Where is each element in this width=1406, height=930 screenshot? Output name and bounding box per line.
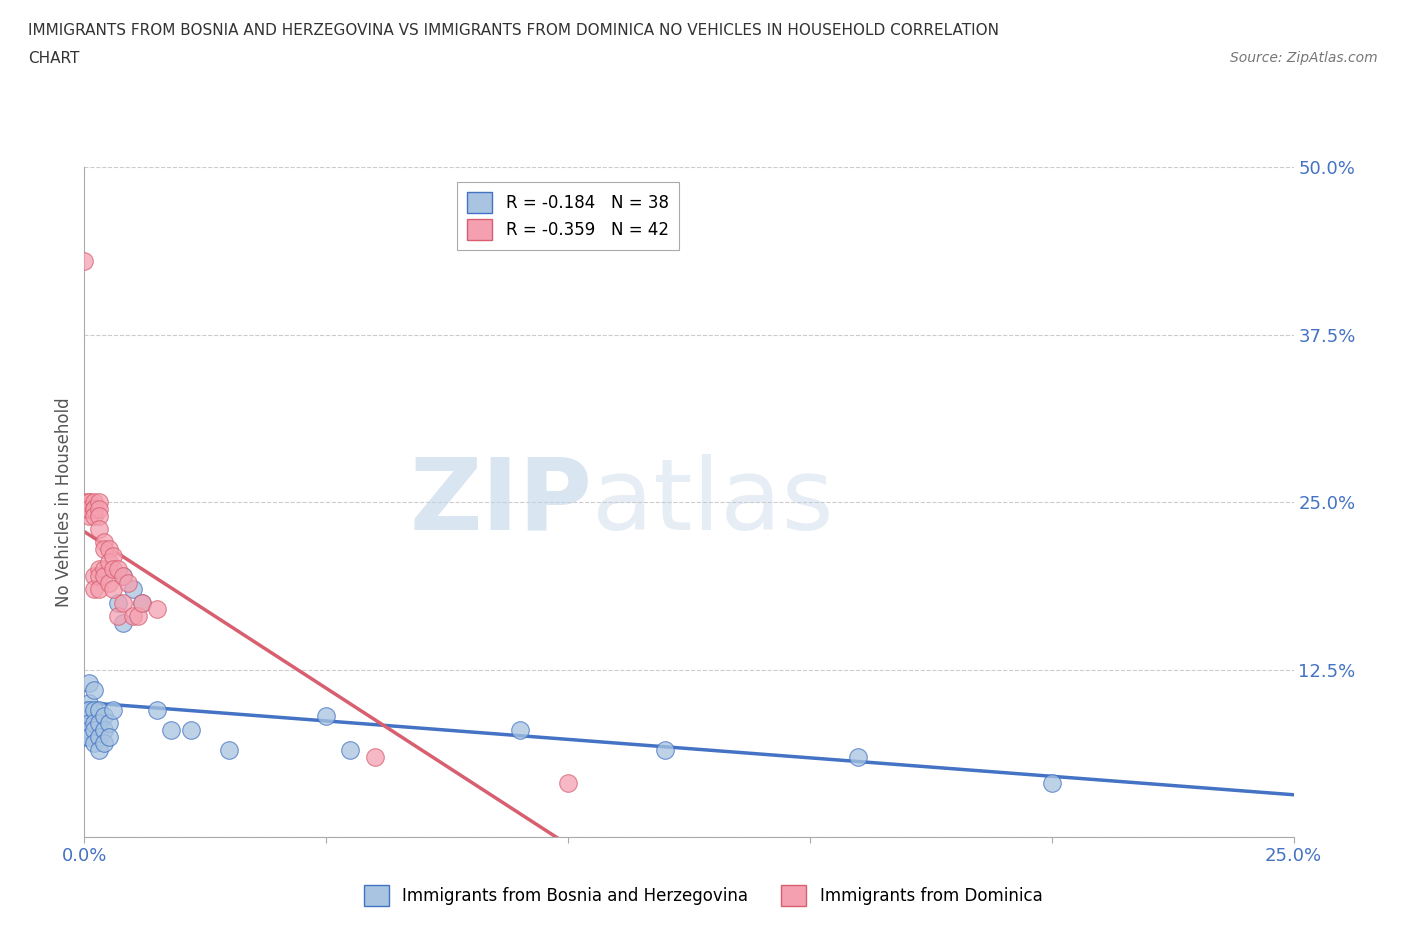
Point [107, 608, 129, 623]
Text: ZIP: ZIP [409, 454, 592, 551]
Point [83, 716, 105, 731]
Point [103, 562, 125, 577]
Point [121, 582, 143, 597]
Point [87, 495, 110, 510]
Point [1040, 776, 1063, 790]
Point [83, 683, 105, 698]
Point [87, 501, 110, 516]
Point [103, 702, 125, 717]
Point [363, 750, 385, 764]
Point [97, 541, 120, 556]
Point [87, 522, 110, 537]
Point [73, 709, 96, 724]
Point [107, 562, 129, 577]
Point [218, 742, 240, 757]
Point [557, 776, 579, 790]
Point [93, 723, 115, 737]
Point [77, 675, 100, 690]
Point [131, 595, 153, 610]
Point [93, 709, 115, 724]
Point [97, 729, 120, 744]
Point [83, 723, 105, 737]
Point [73, 501, 96, 516]
Text: CHART: CHART [28, 51, 80, 66]
Point [77, 501, 100, 516]
Point [87, 582, 110, 597]
Point [509, 723, 531, 737]
Point [127, 608, 149, 623]
Point [83, 582, 105, 597]
Point [160, 723, 183, 737]
Text: Source: ZipAtlas.com: Source: ZipAtlas.com [1230, 51, 1378, 65]
Point [121, 608, 143, 623]
Point [103, 582, 125, 597]
Point [87, 562, 110, 577]
Text: atlas: atlas [592, 454, 834, 551]
Legend: R = -0.184   N = 38, R = -0.359   N = 42: R = -0.184 N = 38, R = -0.359 N = 42 [457, 182, 679, 250]
Text: IMMIGRANTS FROM BOSNIA AND HERZEGOVINA VS IMMIGRANTS FROM DOMINICA NO VEHICLES I: IMMIGRANTS FROM BOSNIA AND HERZEGOVINA V… [28, 23, 1000, 38]
Point [83, 501, 105, 516]
Point [146, 602, 169, 617]
Point [107, 595, 129, 610]
Point [117, 575, 139, 590]
Point [77, 716, 100, 731]
Point [77, 702, 100, 717]
Point [112, 568, 135, 583]
Point [83, 702, 105, 717]
Point [87, 716, 110, 731]
Point [87, 702, 110, 717]
Point [87, 508, 110, 523]
Point [97, 555, 120, 570]
Point [83, 568, 105, 583]
Point [97, 575, 120, 590]
Point [77, 508, 100, 523]
Point [112, 568, 135, 583]
Point [77, 495, 100, 510]
Point [77, 501, 100, 516]
Point [93, 568, 115, 583]
Point [112, 616, 135, 631]
Point [339, 742, 361, 757]
Point [77, 723, 100, 737]
Point [112, 595, 135, 610]
Point [93, 562, 115, 577]
Legend: Immigrants from Bosnia and Herzegovina, Immigrants from Dominica: Immigrants from Bosnia and Herzegovina, … [357, 879, 1049, 912]
Point [73, 254, 96, 269]
Point [93, 535, 115, 550]
Point [103, 549, 125, 564]
Point [87, 742, 110, 757]
Point [77, 495, 100, 510]
Point [846, 750, 869, 764]
Point [180, 723, 202, 737]
Point [77, 696, 100, 711]
Point [93, 541, 115, 556]
Point [83, 501, 105, 516]
Point [87, 729, 110, 744]
Point [77, 729, 100, 744]
Point [146, 702, 169, 717]
Point [654, 742, 676, 757]
Point [315, 709, 337, 724]
Point [73, 729, 96, 744]
Y-axis label: No Vehicles in Household: No Vehicles in Household [55, 397, 73, 607]
Point [131, 595, 153, 610]
Point [97, 716, 120, 731]
Point [83, 508, 105, 523]
Point [83, 495, 105, 510]
Point [73, 495, 96, 510]
Point [87, 568, 110, 583]
Point [93, 736, 115, 751]
Point [83, 736, 105, 751]
